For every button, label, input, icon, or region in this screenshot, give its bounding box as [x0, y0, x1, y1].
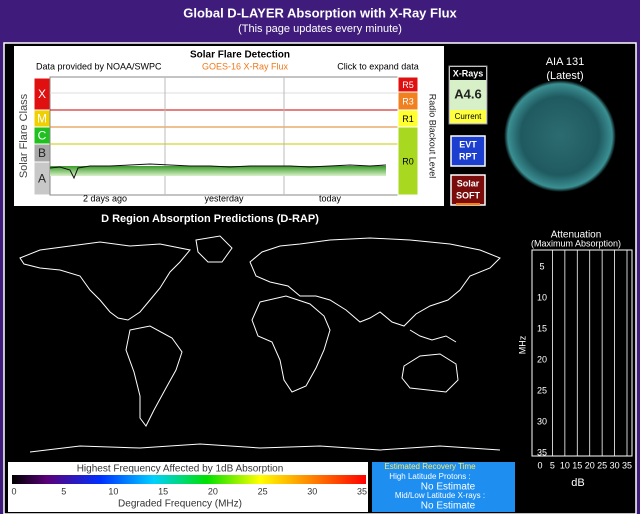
protons-value: No Estimate [421, 482, 476, 493]
att-y-tick: 35 [537, 447, 547, 457]
att-x-tick: 10 [560, 460, 570, 470]
aia-subtitle: (Latest) [546, 70, 583, 82]
att-title: Attenuation [551, 230, 602, 241]
xray-value: A4.6 [454, 86, 481, 101]
colorbar-tick: 0 [11, 486, 16, 496]
att-plot [531, 249, 633, 457]
y-label: Solar Flare Class [18, 93, 30, 178]
xray-footer-bg [450, 110, 486, 123]
att-y-tick: 20 [537, 354, 547, 364]
xrays-value: No Estimate [421, 501, 476, 512]
recovery-panel [372, 462, 515, 512]
recovery-title: Estimated Recovery Time [384, 462, 476, 471]
colorbar-tick: 5 [61, 486, 66, 496]
xray-header-bg [450, 67, 486, 80]
level-label: R3 [402, 96, 414, 106]
flux-band [50, 166, 386, 176]
att-y-tick: 15 [537, 323, 547, 333]
colorbar-tick: 10 [108, 486, 118, 496]
level-band [397, 126, 419, 196]
soft-text: SOFT [456, 190, 481, 200]
class-label: C [38, 129, 47, 143]
xray-footer: Current [455, 112, 482, 121]
colorbar-tick: 15 [158, 486, 168, 496]
evt-button[interactable] [450, 135, 486, 167]
time-label: today [319, 193, 342, 203]
att-x-tick: 25 [597, 460, 607, 470]
page-title: Global D-LAYER Absorption with X-Ray Flu… [183, 5, 457, 20]
protons-label: High Latitude Protons : [389, 472, 470, 481]
evt-text: RPT [459, 151, 478, 161]
soft-text: Solar [457, 178, 480, 188]
att-x-tick: 35 [622, 460, 632, 470]
att-y-tick: 25 [537, 385, 547, 395]
world-map [19, 235, 501, 453]
xray-header: X-Rays [453, 68, 484, 78]
right-label: Radio Blackout Level [428, 94, 438, 179]
colorbar-panel [8, 462, 368, 512]
att-x-tick: 15 [572, 460, 582, 470]
soft-underline [456, 203, 480, 205]
att-x-tick: 20 [585, 460, 595, 470]
colorbar-tick: 35 [357, 486, 367, 496]
flux-line [49, 163, 387, 180]
att-x-tick: 0 [537, 460, 542, 470]
class-label: A [38, 172, 46, 186]
north-america [19, 241, 191, 321]
time-label: 2 days ago [83, 193, 127, 203]
greenland [195, 235, 233, 263]
xray-value-bg [450, 80, 486, 110]
att-x-label: dB [571, 477, 584, 489]
expand-link[interactable]: Click to expand data [337, 61, 419, 71]
level-label: R0 [402, 156, 414, 166]
att-y-tick: 5 [539, 261, 544, 271]
flare-instrument: GOES-16 X-Ray Flux [202, 61, 289, 71]
att-y-tick: 10 [537, 292, 547, 302]
sun-image[interactable] [504, 80, 616, 192]
colorbar-tick: 25 [258, 486, 268, 496]
colorbar-tick: 20 [208, 486, 218, 496]
class-label: X [38, 87, 46, 101]
page-subtitle: (This page updates every minute) [238, 23, 402, 35]
level-label: R5 [402, 80, 414, 90]
evt-text: EVT [459, 139, 477, 149]
antarctica [29, 443, 501, 453]
colorbar-title: Highest Frequency Affected by 1dB Absorp… [77, 464, 284, 475]
flare-title: Solar Flare Detection [190, 50, 290, 61]
islands [409, 329, 457, 343]
south-america [125, 325, 183, 427]
flare-source: Data provided by NOAA/SWPC [36, 61, 162, 71]
colorbar-label: Degraded Frequency (MHz) [118, 499, 242, 510]
australia [401, 353, 459, 393]
att-x-tick: 30 [610, 460, 620, 470]
xrays-label: Mid/Low Latitude X-rays : [395, 491, 485, 500]
aia-title: AIA 131 [546, 56, 585, 68]
level-label: R1 [402, 114, 414, 124]
colorbar-tick: 30 [307, 486, 317, 496]
colorbar [12, 475, 366, 484]
class-label: M [37, 112, 47, 126]
att-subtitle: (Maximum Absorption) [531, 238, 621, 248]
att-y-label: MHz [517, 335, 527, 354]
drap-title: D Region Absorption Predictions (D-RAP) [101, 213, 319, 225]
att-x-tick: 5 [550, 460, 555, 470]
flux-plot [49, 76, 399, 196]
eurasia [249, 237, 501, 327]
att-y-tick: 30 [537, 416, 547, 426]
class-label: B [38, 146, 46, 160]
time-label: yesterday [204, 193, 244, 203]
africa [251, 295, 331, 393]
